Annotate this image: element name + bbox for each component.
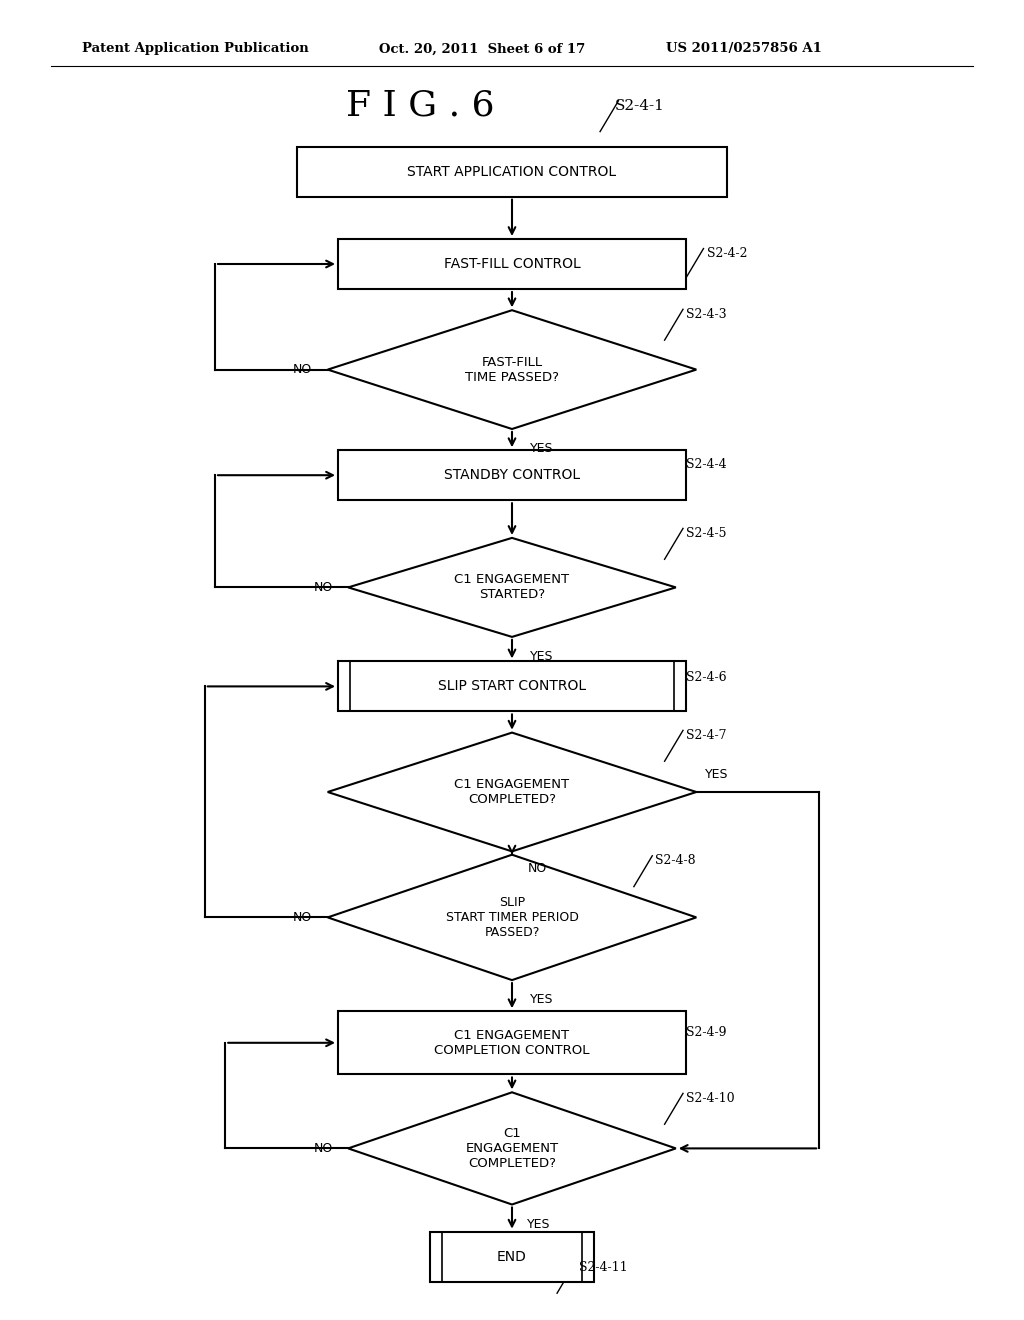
Polygon shape xyxy=(328,310,696,429)
Text: NO: NO xyxy=(313,581,333,594)
Text: END: END xyxy=(497,1250,527,1263)
Text: STANDBY CONTROL: STANDBY CONTROL xyxy=(444,469,580,482)
Text: FAST-FILL CONTROL: FAST-FILL CONTROL xyxy=(443,257,581,271)
Text: S2-4-8: S2-4-8 xyxy=(655,854,696,867)
Text: S2-4-1: S2-4-1 xyxy=(614,99,665,112)
Polygon shape xyxy=(348,1093,676,1204)
Text: S2-4-2: S2-4-2 xyxy=(707,247,748,260)
Text: C1
ENGAGEMENT
COMPLETED?: C1 ENGAGEMENT COMPLETED? xyxy=(466,1127,558,1170)
Text: YES: YES xyxy=(530,442,554,455)
Polygon shape xyxy=(328,733,696,851)
Text: C1 ENGAGEMENT
COMPLETION CONTROL: C1 ENGAGEMENT COMPLETION CONTROL xyxy=(434,1028,590,1057)
Text: C1 ENGAGEMENT
STARTED?: C1 ENGAGEMENT STARTED? xyxy=(455,573,569,602)
Polygon shape xyxy=(348,539,676,636)
Text: SLIP
START TIMER PERIOD
PASSED?: SLIP START TIMER PERIOD PASSED? xyxy=(445,896,579,939)
Polygon shape xyxy=(328,855,696,979)
Text: S2-4-11: S2-4-11 xyxy=(579,1261,627,1274)
Text: NO: NO xyxy=(313,1142,333,1155)
Text: FAST-FILL
TIME PASSED?: FAST-FILL TIME PASSED? xyxy=(465,355,559,384)
Text: SLIP START CONTROL: SLIP START CONTROL xyxy=(438,680,586,693)
Text: YES: YES xyxy=(530,649,554,663)
Text: US 2011/0257856 A1: US 2011/0257856 A1 xyxy=(666,42,821,55)
Text: YES: YES xyxy=(705,768,728,781)
Bar xyxy=(430,1232,594,1282)
Text: START APPLICATION CONTROL: START APPLICATION CONTROL xyxy=(408,165,616,178)
Text: NO: NO xyxy=(293,363,312,376)
Text: YES: YES xyxy=(530,993,554,1006)
Bar xyxy=(338,239,686,289)
Text: S2-4-9: S2-4-9 xyxy=(686,1026,727,1039)
Text: S2-4-3: S2-4-3 xyxy=(686,308,727,321)
Text: Oct. 20, 2011  Sheet 6 of 17: Oct. 20, 2011 Sheet 6 of 17 xyxy=(379,42,585,55)
Text: C1 ENGAGEMENT
COMPLETED?: C1 ENGAGEMENT COMPLETED? xyxy=(455,777,569,807)
Bar xyxy=(338,1011,686,1074)
Bar xyxy=(338,450,686,500)
Text: Patent Application Publication: Patent Application Publication xyxy=(82,42,308,55)
Text: S2-4-7: S2-4-7 xyxy=(686,729,727,742)
Text: S2-4-10: S2-4-10 xyxy=(686,1092,734,1105)
Text: S2-4-4: S2-4-4 xyxy=(686,458,727,471)
Bar xyxy=(297,147,727,197)
Bar xyxy=(338,661,686,711)
Text: S2-4-5: S2-4-5 xyxy=(686,527,727,540)
Text: NO: NO xyxy=(293,911,312,924)
Text: NO: NO xyxy=(527,862,547,875)
Text: F I G . 6: F I G . 6 xyxy=(345,88,495,123)
Text: YES: YES xyxy=(527,1217,551,1230)
Text: S2-4-6: S2-4-6 xyxy=(686,671,727,684)
